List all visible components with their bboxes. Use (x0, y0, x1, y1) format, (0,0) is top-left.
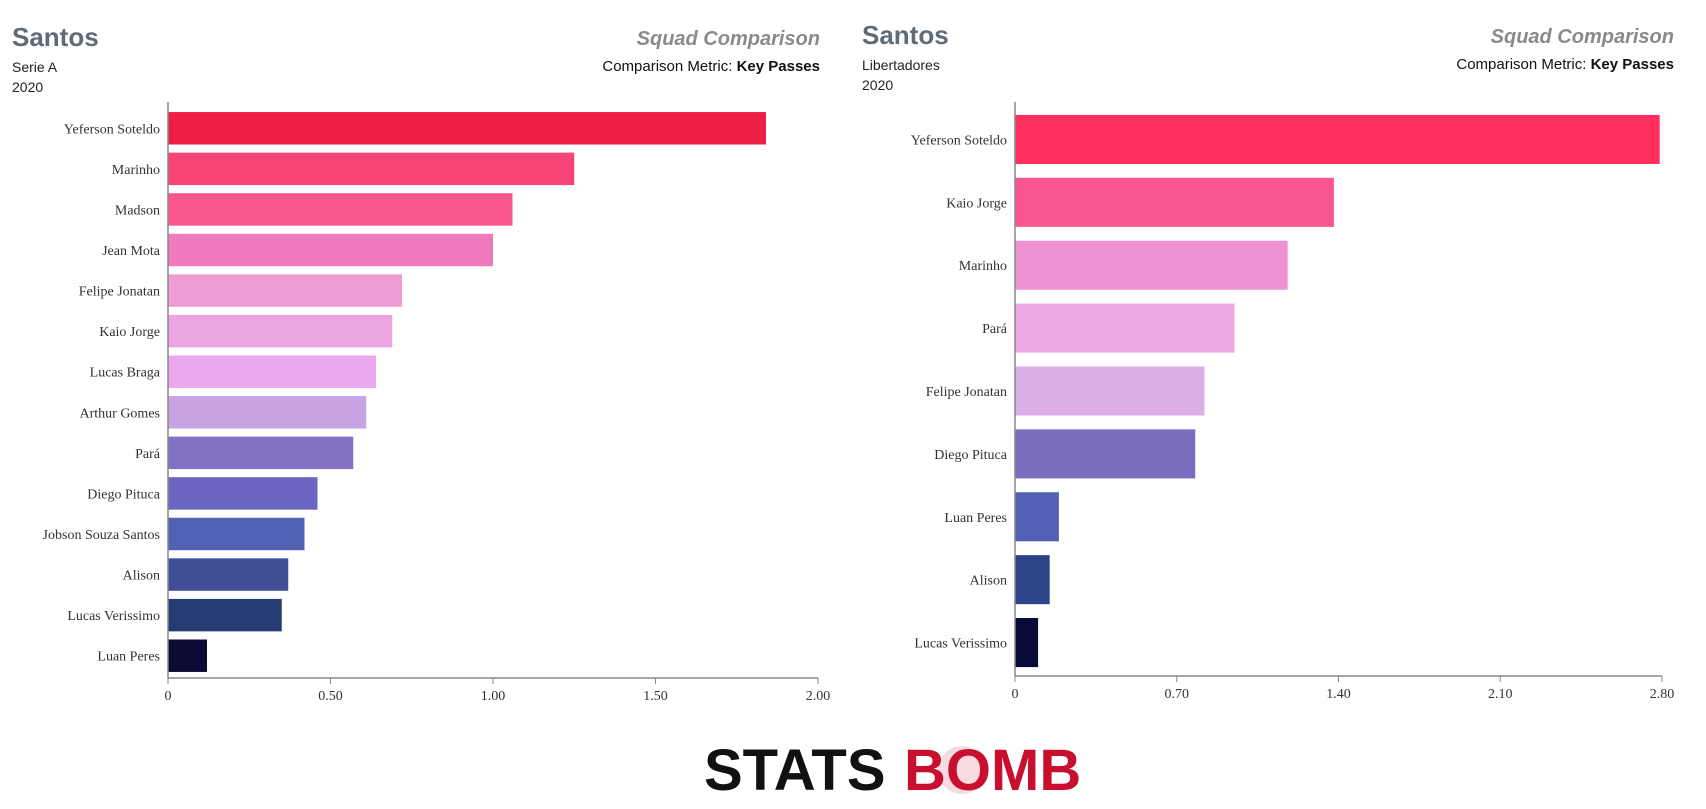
bar (1015, 429, 1196, 479)
bar (168, 639, 207, 672)
y-tick-label: Marinho (112, 163, 160, 178)
bar (1015, 114, 1660, 164)
x-tick-label: 0 (165, 689, 172, 704)
bar (168, 112, 766, 145)
x-tick-label: 2.10 (1488, 687, 1513, 702)
x-tick-label: 2.00 (806, 689, 831, 704)
bar (1015, 303, 1235, 353)
comparison-metric-label: Comparison Metric: (602, 58, 733, 75)
bar (1015, 618, 1039, 668)
bar (168, 436, 354, 470)
y-tick-label: Felipe Jonatan (79, 285, 160, 300)
bar (1015, 240, 1288, 290)
bar (168, 233, 493, 267)
y-tick-label: Pará (982, 322, 1008, 337)
chart-title: Squad Comparison (1490, 26, 1674, 48)
bar (168, 193, 513, 226)
y-tick-label: Luan Peres (944, 511, 1007, 526)
comparison-metric: Comparison Metric: Key Passes (602, 58, 820, 75)
chart-title: Squad Comparison (636, 28, 820, 50)
competition-name: Serie A (12, 59, 58, 75)
bar (168, 274, 402, 307)
bar (168, 152, 575, 186)
y-tick-label: Marinho (959, 259, 1007, 274)
y-tick-label: Pará (135, 447, 161, 462)
x-tick-label: 1.50 (643, 689, 668, 704)
y-tick-label: Jobson Souza Santos (43, 528, 160, 543)
bar (1015, 366, 1205, 416)
season-label: 2020 (862, 77, 894, 93)
chart-panel-serie-a: Santos Serie A 2020 Squad Comparison Com… (0, 0, 830, 704)
team-name: Santos (862, 20, 949, 50)
comparison-metric-label: Comparison Metric: (1456, 56, 1587, 73)
statsbomb-logo: STATS BOMB (704, 740, 1081, 795)
y-tick-label: Lucas Verissimo (67, 609, 160, 624)
y-tick-label: Diego Pituca (87, 487, 160, 502)
y-tick-label: Yeferson Soteldo (64, 122, 160, 137)
bar-chart-serie-a: Yeferson Soteldo Marinho Madson Jean Mota Fe… (43, 102, 830, 704)
bar (168, 477, 318, 510)
x-tick-label: 1.00 (481, 689, 506, 704)
bar (168, 396, 367, 429)
bar (1015, 492, 1059, 542)
logo-text-bomb: BOMB (904, 740, 1081, 795)
logo-text-stats: STATS (704, 740, 886, 795)
team-name: Santos (12, 22, 99, 52)
comparison-metric: Comparison Metric: Key Passes (1456, 56, 1674, 73)
comparison-metric-value: Key Passes (736, 58, 820, 75)
y-tick-label: Alison (123, 569, 160, 584)
x-tick-label: 0.70 (1165, 687, 1190, 702)
x-tick-label: 1.40 (1326, 687, 1351, 702)
bar (168, 314, 393, 348)
y-tick-label: Felipe Jonatan (926, 385, 1007, 400)
bar (168, 355, 376, 388)
y-tick-label: Arthur Gomes (80, 406, 161, 421)
y-tick-label: Luan Peres (97, 650, 160, 665)
y-tick-label: Madson (115, 203, 160, 218)
bar (1015, 177, 1334, 227)
y-tick-label: Kaio Jorge (99, 325, 160, 340)
bar-chart-libertadores: Yeferson Soteldo Kaio Jorge Marinho Pará Fel… (911, 102, 1675, 702)
competition-name: Libertadores (862, 57, 940, 73)
y-tick-label: Kaio Jorge (946, 196, 1007, 211)
y-tick-label: Lucas Verissimo (914, 637, 1007, 652)
bar (168, 517, 305, 551)
y-tick-label: Diego Pituca (934, 448, 1007, 463)
y-tick-label: Jean Mota (102, 244, 161, 259)
x-tick-label: 0 (1012, 687, 1019, 702)
comparison-metric-value: Key Passes (1590, 56, 1674, 73)
bar (168, 598, 282, 632)
x-tick-label: 2.80 (1650, 687, 1675, 702)
season-label: 2020 (12, 79, 44, 95)
y-tick-label: Yeferson Soteldo (911, 133, 1007, 148)
x-tick-label: 0.50 (318, 689, 343, 704)
chart-panel-libertadores: Santos Libertadores 2020 Squad Compariso… (862, 0, 1675, 702)
bar (168, 558, 289, 591)
logo-target-icon (938, 746, 986, 794)
y-tick-label: Alison (970, 574, 1007, 589)
y-tick-label: Lucas Braga (90, 366, 161, 381)
bar (1015, 555, 1050, 605)
